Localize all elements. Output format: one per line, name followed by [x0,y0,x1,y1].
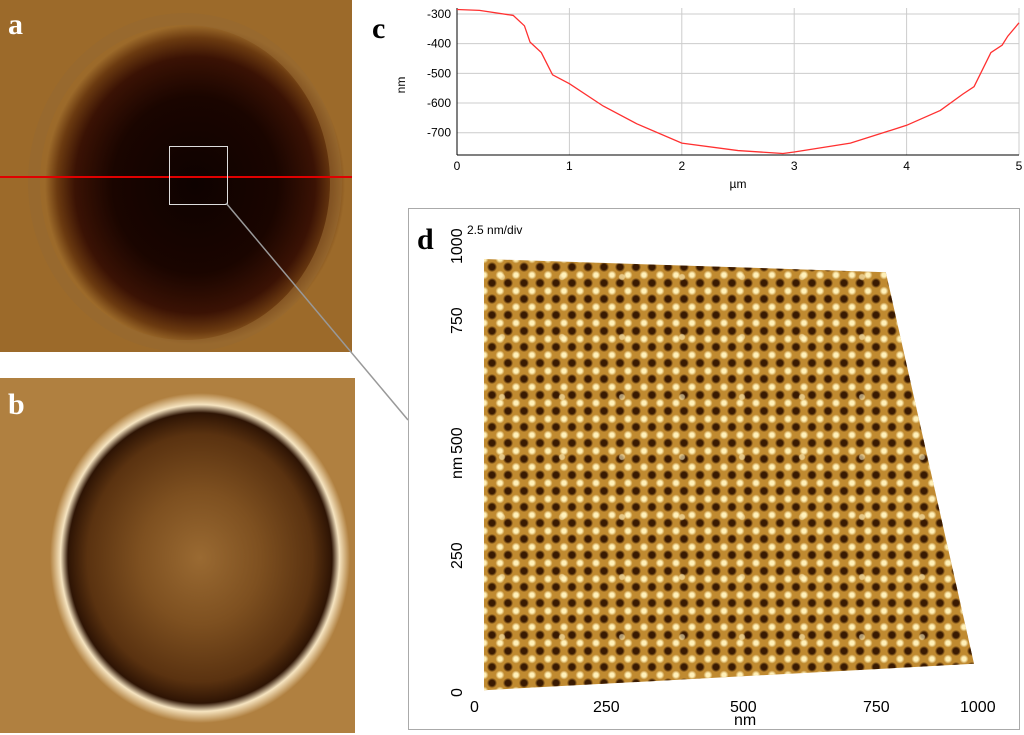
panel-label-b: b [8,388,25,421]
y-tick-label: 1000 [449,228,466,264]
panel-a-afm-height-image: a [0,0,352,352]
x-tick-label: 0 [470,699,479,716]
y-axis-label: nm [449,456,466,479]
y-tick-label: 0 [449,688,466,697]
y-tick-label: 750 [449,307,466,334]
z-scale-label: 2.5 nm/div [467,223,523,237]
y-tick-label: -500 [427,66,451,80]
y-tick-label: 250 [449,542,466,569]
x-tick-label: 1000 [960,699,996,716]
y-tick-label: -400 [427,37,451,51]
x-tick-label: 750 [863,699,890,716]
y-tick-label: -600 [427,96,451,110]
zoom-region-box [169,146,228,205]
panel-d-3d-afm-image: d 2.5 nm/div 0 250 500 750 1000 0 250 500 750 100… [408,208,1020,730]
x-tick-label: 2 [678,159,685,173]
x-tick-label: 250 [593,699,620,716]
y-tick-label: 500 [449,427,466,454]
scan-line [0,176,352,178]
panel-label-a: a [8,8,23,41]
panel-label-d: d [417,223,434,256]
x-axis-label: nm [734,712,757,729]
x-tick-label: 1 [566,159,573,173]
profile-line [456,8,1020,155]
panel-label-c: c [372,12,386,45]
y-axis-label: nm [394,77,408,94]
panel-b-afm-phase-image: b [0,378,355,733]
x-tick-label: 3 [791,159,798,173]
surface-3d [484,259,974,691]
x-tick-label: 4 [903,159,910,173]
x-tick-label: 0 [454,159,461,173]
x-tick-label: 500 [730,699,757,716]
x-axis-label: µm [730,177,747,191]
x-tick-label: 5 [1016,159,1023,173]
y-tick-label: -300 [427,7,451,21]
panel-c-height-profile-chart: 0 1 2 3 4 5 -300 -400 -500 -600 -700 µm nm [394,7,1023,191]
y-tick-label: -700 [427,126,451,140]
